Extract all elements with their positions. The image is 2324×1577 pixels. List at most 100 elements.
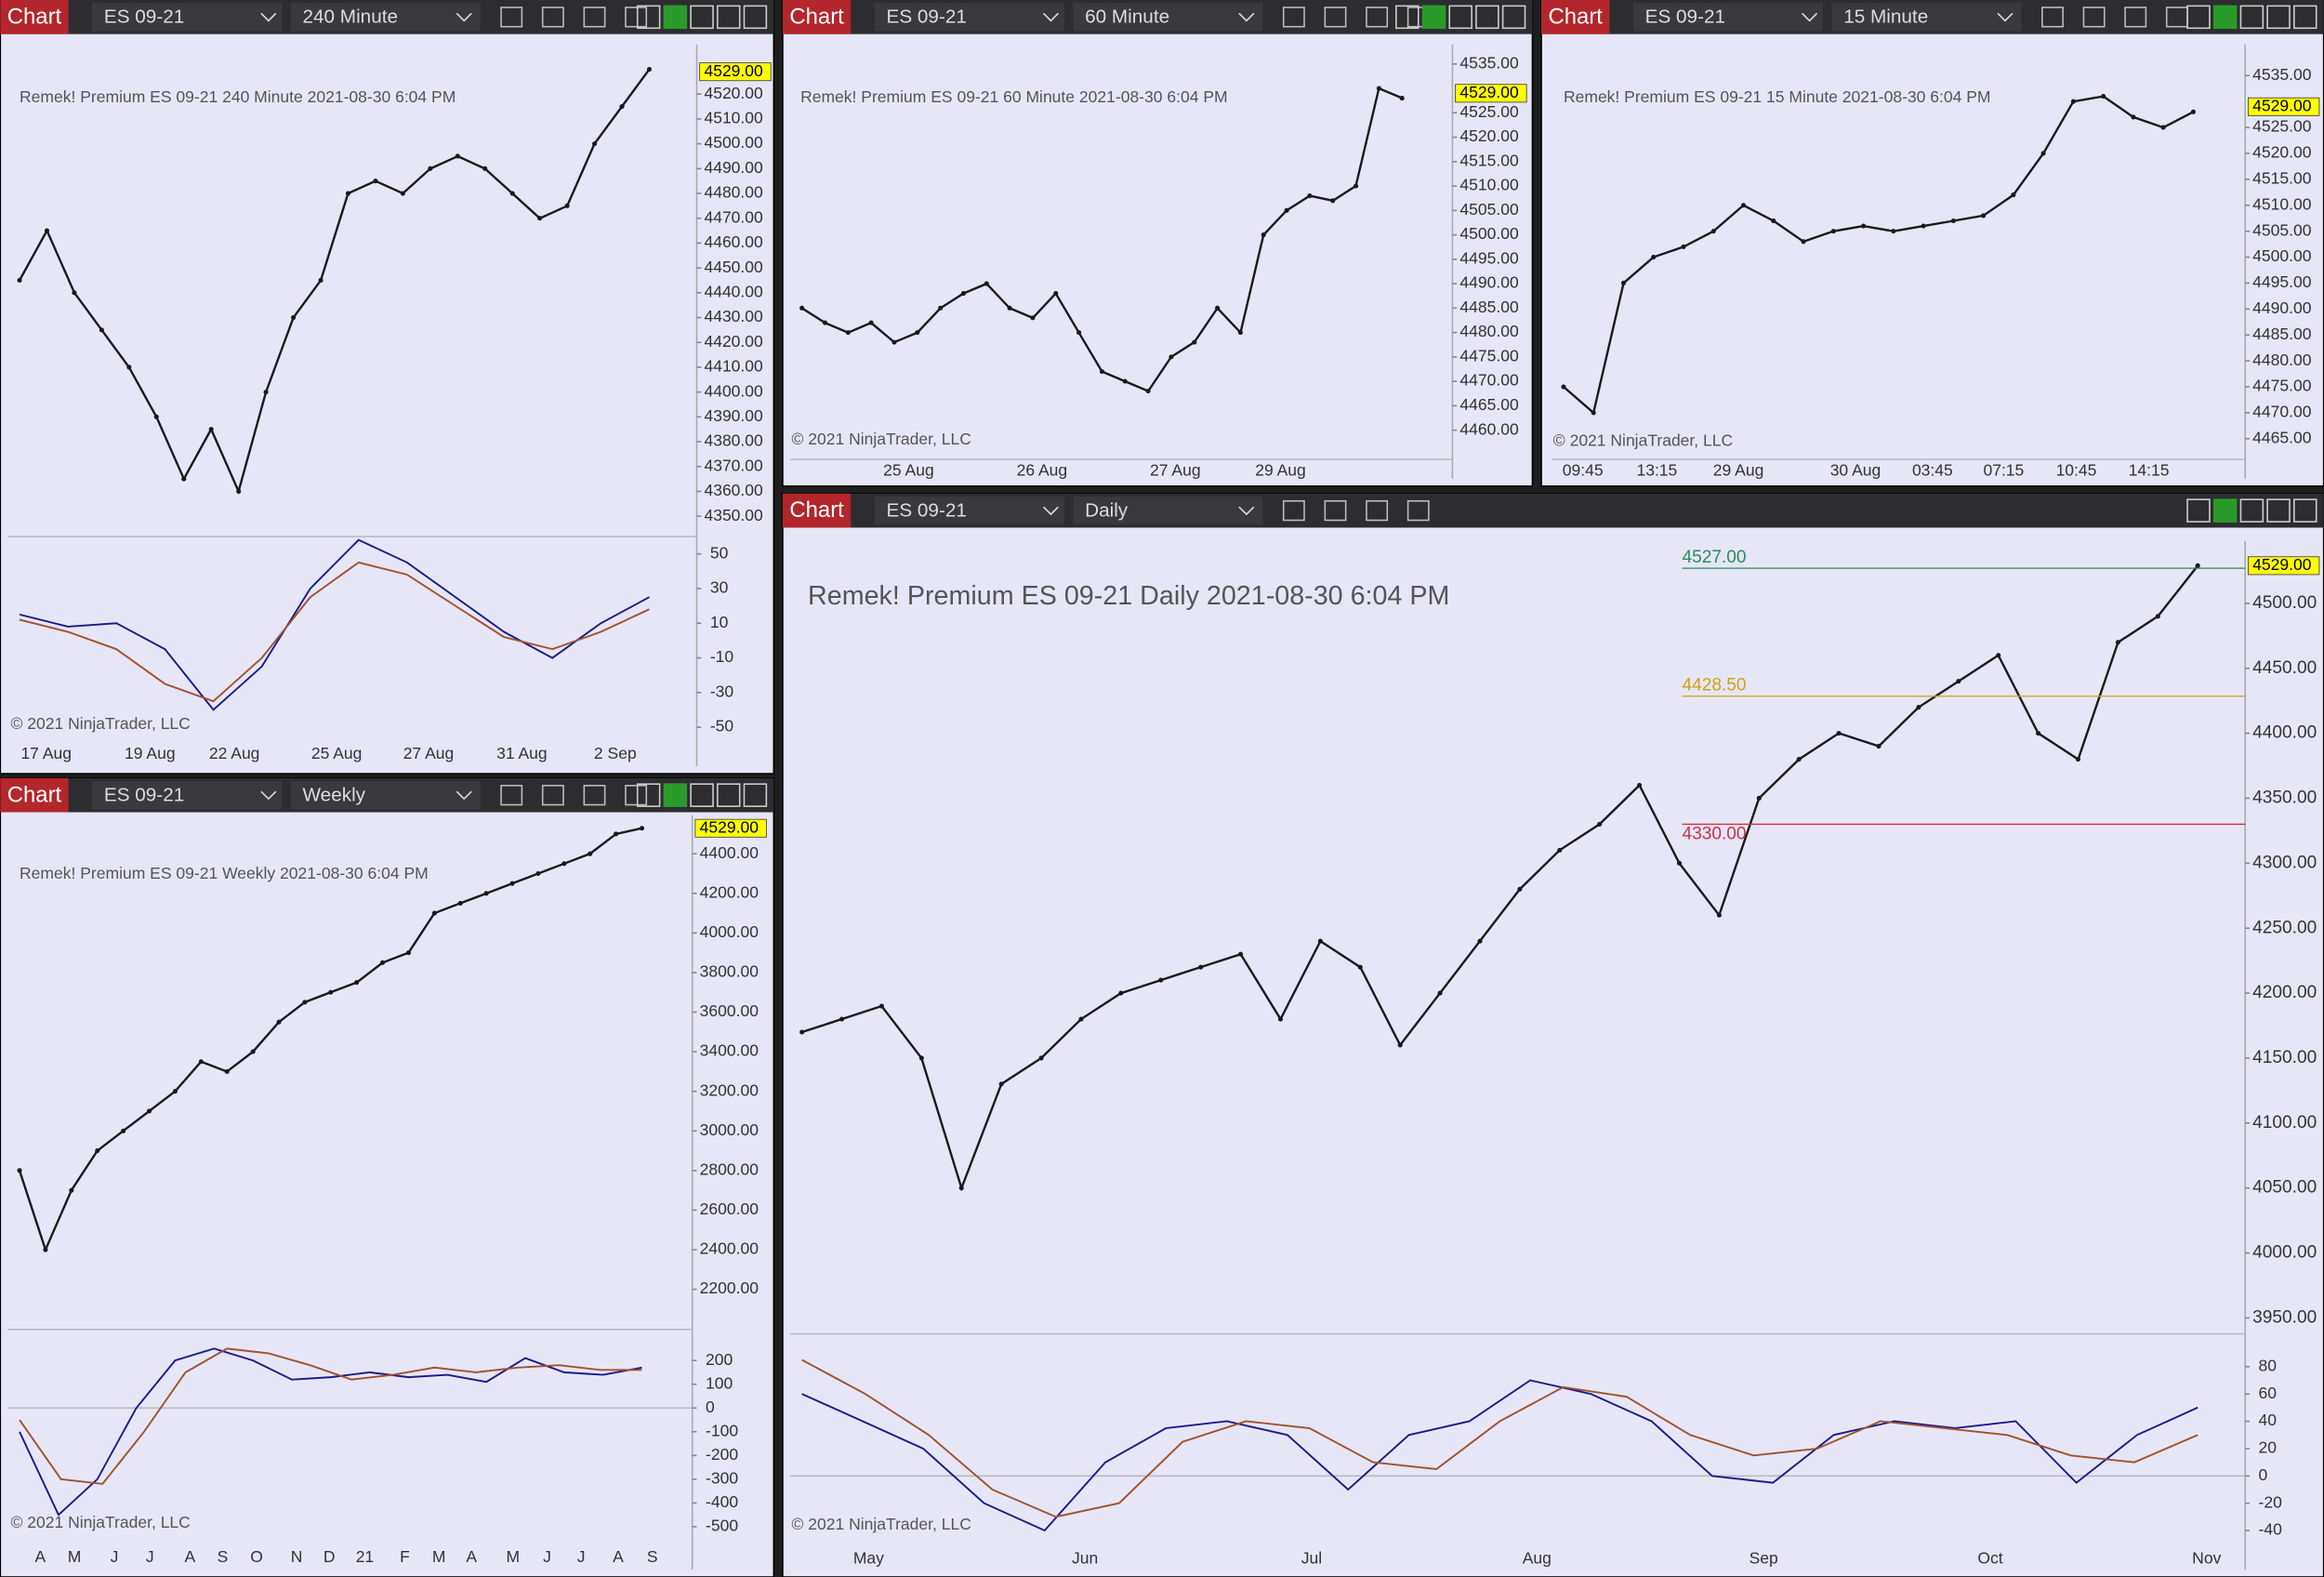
price-point	[2195, 563, 2200, 568]
price-point	[400, 191, 405, 196]
window-control[interactable]	[743, 5, 768, 30]
y-tick-label: 4200.00	[2252, 983, 2317, 1002]
toolbar-icon[interactable]	[625, 7, 648, 28]
symbol-label[interactable]: ES 09-21	[104, 784, 184, 805]
toolbar-icon[interactable]	[500, 7, 523, 28]
window-control[interactable]	[1501, 5, 1526, 30]
toolbar-icon[interactable]	[2082, 7, 2106, 28]
chart-button[interactable]	[0, 777, 69, 813]
symbol-dropdown[interactable]	[874, 3, 1064, 32]
price-point	[431, 910, 437, 916]
chart-button-label[interactable]: Chart	[789, 497, 844, 523]
interval-dropdown[interactable]	[290, 781, 481, 810]
symbol-label[interactable]: ES 09-21	[887, 7, 967, 28]
symbol-dropdown[interactable]	[92, 3, 283, 32]
interval-label[interactable]: 240 Minute	[302, 7, 398, 28]
chart-button[interactable]	[0, 0, 69, 34]
toolbar-icon[interactable]	[583, 785, 606, 806]
window-control[interactable]	[1395, 5, 1419, 30]
window-control[interactable]	[717, 783, 741, 807]
toolbar-icon[interactable]	[541, 7, 564, 28]
copyright: © 2021 NinjaTrader, LLC	[10, 1513, 190, 1531]
window-control[interactable]	[690, 783, 714, 807]
window-control[interactable]	[2212, 498, 2238, 523]
window-control[interactable]	[636, 5, 661, 30]
window-control[interactable]	[743, 783, 768, 807]
price-marker	[2247, 97, 2320, 116]
window-control[interactable]	[663, 5, 688, 30]
x-tick-label: A	[613, 1547, 624, 1566]
price-point	[1198, 964, 1204, 970]
price-point	[1956, 679, 1961, 684]
window-control[interactable]	[1448, 5, 1472, 30]
symbol-dropdown[interactable]	[1632, 3, 1823, 32]
window-control[interactable]	[2212, 5, 2238, 30]
chart-button-label[interactable]: Chart	[789, 4, 844, 29]
interval-label[interactable]: Weekly	[302, 784, 365, 805]
window-control[interactable]	[1475, 5, 1499, 30]
interval-label[interactable]: Daily	[1085, 499, 1129, 521]
toolbar-icon[interactable]	[2041, 7, 2064, 28]
toolbar-icon[interactable]	[2124, 7, 2147, 28]
toolbar-icon[interactable]	[1282, 7, 1305, 28]
chart-title: Remek! Premium ES 09-21 240 Minute 2021-…	[20, 87, 456, 106]
window-control[interactable]	[690, 5, 714, 30]
x-tick-label: J	[577, 1547, 586, 1566]
toolbar-icon[interactable]	[1282, 499, 1305, 522]
interval-dropdown[interactable]	[1073, 496, 1263, 525]
chart-button[interactable]	[782, 0, 852, 34]
symbol-dropdown[interactable]	[92, 781, 283, 810]
y-tick-label: 4490.00	[2252, 298, 2312, 317]
window-control[interactable]	[2186, 5, 2211, 30]
y-tick-label: 4350.00	[704, 506, 763, 524]
x-tick-label: 2 Sep	[594, 744, 637, 762]
y-tick-label: 4300.00	[2252, 853, 2317, 872]
symbol-label[interactable]: ES 09-21	[1645, 7, 1725, 28]
symbol-label[interactable]: ES 09-21	[104, 7, 184, 28]
window-control[interactable]	[2293, 498, 2317, 523]
interval-dropdown[interactable]	[1831, 3, 2022, 32]
price-marker	[699, 62, 772, 82]
window-control[interactable]	[2266, 5, 2291, 30]
price-point	[276, 1019, 282, 1025]
toolbar-icon[interactable]	[1324, 7, 1347, 28]
price-point	[2155, 614, 2160, 619]
interval-label[interactable]: 15 Minute	[1843, 7, 1928, 28]
toolbar-icon[interactable]	[583, 7, 606, 28]
window-control[interactable]	[1421, 5, 1446, 30]
chart-button-label[interactable]: Chart	[7, 4, 62, 29]
interval-label[interactable]: 60 Minute	[1085, 7, 1169, 28]
price-point	[1637, 782, 1643, 788]
window-control[interactable]	[2266, 498, 2291, 523]
toolbar-icon[interactable]	[1366, 499, 1389, 522]
window-control[interactable]	[2239, 5, 2265, 30]
window-control[interactable]	[663, 783, 688, 807]
toolbar-icon[interactable]	[1366, 7, 1389, 28]
chart-button[interactable]	[782, 493, 852, 528]
interval-dropdown[interactable]	[1073, 3, 1263, 32]
symbol-label[interactable]: ES 09-21	[887, 499, 967, 521]
chart-button-label[interactable]: Chart	[1549, 4, 1604, 29]
symbol-dropdown[interactable]	[874, 496, 1064, 525]
interval-dropdown[interactable]	[290, 3, 481, 32]
window-control[interactable]	[2293, 5, 2317, 30]
window-control[interactable]	[636, 783, 661, 807]
window-control[interactable]	[2186, 498, 2211, 523]
toolbar-icon[interactable]	[625, 785, 648, 806]
window-control[interactable]	[2239, 498, 2265, 523]
chart-button[interactable]	[1541, 0, 1610, 34]
x-tick-label: Aug	[1523, 1548, 1552, 1567]
x-tick-label: S	[647, 1547, 658, 1566]
y-tick-label: 4410.00	[704, 357, 763, 376]
price-point	[457, 900, 463, 906]
toolbar-icon[interactable]	[1324, 499, 1347, 522]
toolbar-icon[interactable]	[541, 785, 564, 806]
toolbar-icon[interactable]	[1406, 499, 1430, 522]
window-control[interactable]	[717, 5, 741, 30]
chart-button-label[interactable]: Chart	[7, 782, 62, 807]
copyright: © 2021 NinjaTrader, LLC	[10, 714, 190, 733]
y-tick-label: 4485.00	[2252, 325, 2312, 343]
price-point	[1771, 218, 1776, 224]
osc-tick-label: 200	[706, 1350, 733, 1369]
toolbar-icon[interactable]	[500, 785, 523, 806]
